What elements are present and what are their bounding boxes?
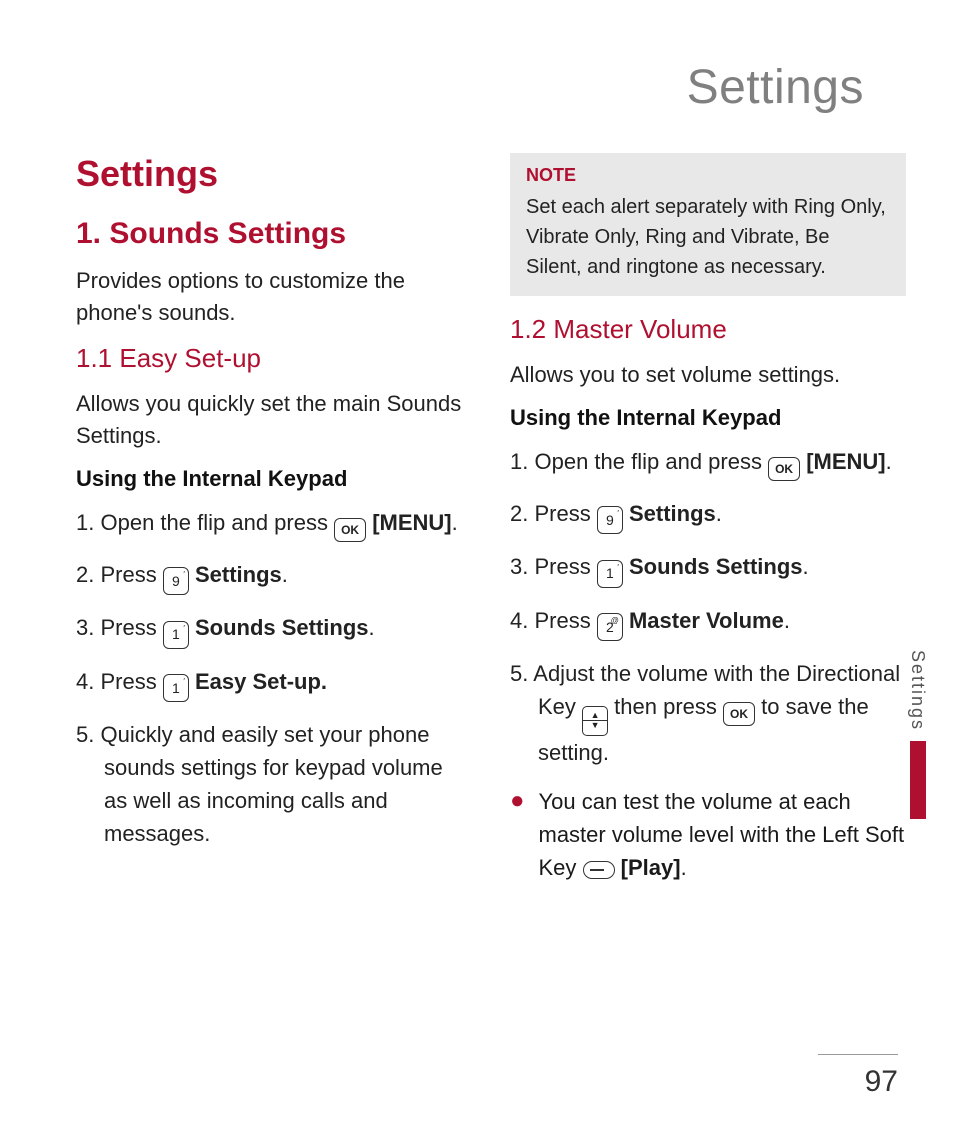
period: .: [452, 510, 458, 535]
step-5: Adjust the volume with the Directional K…: [510, 657, 906, 769]
step-bold: Settings: [195, 562, 282, 587]
key-9-icon: 9′: [597, 506, 623, 534]
step-bold: [MENU]: [806, 449, 885, 474]
step-4: Press 2@ Master Volume.: [510, 604, 906, 642]
step-text: Press: [100, 615, 162, 640]
key-1-icon: 1′: [163, 621, 189, 649]
step-text: Open the flip and press: [534, 449, 768, 474]
step-bold: Settings: [629, 501, 716, 526]
period: .: [716, 501, 722, 526]
side-tab: Settings: [907, 650, 928, 819]
heading-master-volume: 1.2 Master Volume: [510, 314, 906, 345]
chapter-title: Settings: [76, 60, 864, 115]
two-column-layout: Settings 1. Sounds Settings Provides opt…: [76, 153, 906, 898]
period: .: [681, 855, 687, 880]
period: .: [886, 449, 892, 474]
bullet-item: ● You can test the volume at each master…: [510, 785, 906, 884]
step-bold: Easy Set-up.: [195, 669, 327, 694]
ok-key-icon: OK: [723, 702, 755, 726]
step-2: Press 9′ Settings.: [76, 558, 472, 596]
period: .: [369, 615, 375, 640]
manual-page: Settings Settings 1. Sounds Settings Pro…: [0, 0, 954, 1145]
step-text: Quickly and easily set your phone sounds…: [100, 722, 442, 846]
key-digit: 1: [172, 678, 180, 699]
desc-text: Allows you to set volume settings.: [510, 359, 906, 391]
bullet-bold: [Play]: [621, 855, 681, 880]
step-text: Open the flip and press: [100, 510, 334, 535]
step-2: Press 9′ Settings.: [510, 497, 906, 535]
subhead-keypad: Using the Internal Keypad: [76, 466, 472, 492]
step-bold: Sounds Settings: [195, 615, 369, 640]
intro-text: Provides options to customize the phone'…: [76, 265, 472, 329]
step-5: Quickly and easily set your phone sounds…: [76, 718, 472, 850]
period: .: [784, 608, 790, 633]
left-soft-key-icon: [583, 861, 615, 879]
heading-easy-setup: 1.1 Easy Set-up: [76, 343, 472, 374]
step-text: Press: [100, 562, 162, 587]
key-2-icon: 2@: [597, 613, 623, 641]
period: .: [282, 562, 288, 587]
note-text: Set each alert separately with Ring Only…: [526, 192, 890, 282]
step-bold: Master Volume: [629, 608, 784, 633]
ok-key-icon: OK: [768, 457, 800, 481]
desc-text: Allows you quickly set the main Sounds S…: [76, 388, 472, 452]
directional-key-icon: ▲▼: [582, 706, 608, 736]
right-column: NOTE Set each alert separately with Ring…: [510, 153, 906, 898]
key-digit: 9: [172, 571, 180, 592]
step-text: Press: [534, 554, 596, 579]
step-text: Press: [534, 608, 596, 633]
step-3: Press 1′ Sounds Settings.: [76, 611, 472, 649]
period: .: [803, 554, 809, 579]
step-1: Open the flip and press OK [MENU].: [510, 445, 906, 481]
key-digit: 1: [606, 563, 614, 584]
page-number-rule: [818, 1054, 898, 1055]
step-1: Open the flip and press OK [MENU].: [76, 506, 472, 542]
step-bold: Sounds Settings: [629, 554, 803, 579]
step-text: Press: [534, 501, 596, 526]
side-tab-label: Settings: [907, 650, 928, 731]
key-1-icon: 1′: [597, 560, 623, 588]
note-label: NOTE: [526, 165, 890, 186]
step-3: Press 1′ Sounds Settings.: [510, 550, 906, 588]
step-4: Press 1′ Easy Set-up.: [76, 665, 472, 703]
ok-key-icon: OK: [334, 518, 366, 542]
key-digit: 1: [172, 624, 180, 645]
step-text: Press: [100, 669, 162, 694]
steps-list: Open the flip and press OK [MENU]. Press…: [76, 506, 472, 851]
key-1-icon: 1′: [163, 674, 189, 702]
note-box: NOTE Set each alert separately with Ring…: [510, 153, 906, 296]
bullet-dot-icon: ●: [510, 785, 525, 884]
step-text: then press: [614, 694, 723, 719]
steps-list: Open the flip and press OK [MENU]. Press…: [510, 445, 906, 769]
heading-settings: Settings: [76, 153, 472, 195]
left-column: Settings 1. Sounds Settings Provides opt…: [76, 153, 472, 898]
key-digit: 9: [606, 510, 614, 531]
heading-sounds-settings: 1. Sounds Settings: [76, 217, 472, 251]
page-number: 97: [865, 1065, 898, 1099]
side-tab-bar: [910, 741, 926, 819]
bullet-text: You can test the volume at each master v…: [539, 785, 907, 884]
key-9-icon: 9′: [163, 567, 189, 595]
subhead-keypad: Using the Internal Keypad: [510, 405, 906, 431]
step-bold: [MENU]: [372, 510, 451, 535]
